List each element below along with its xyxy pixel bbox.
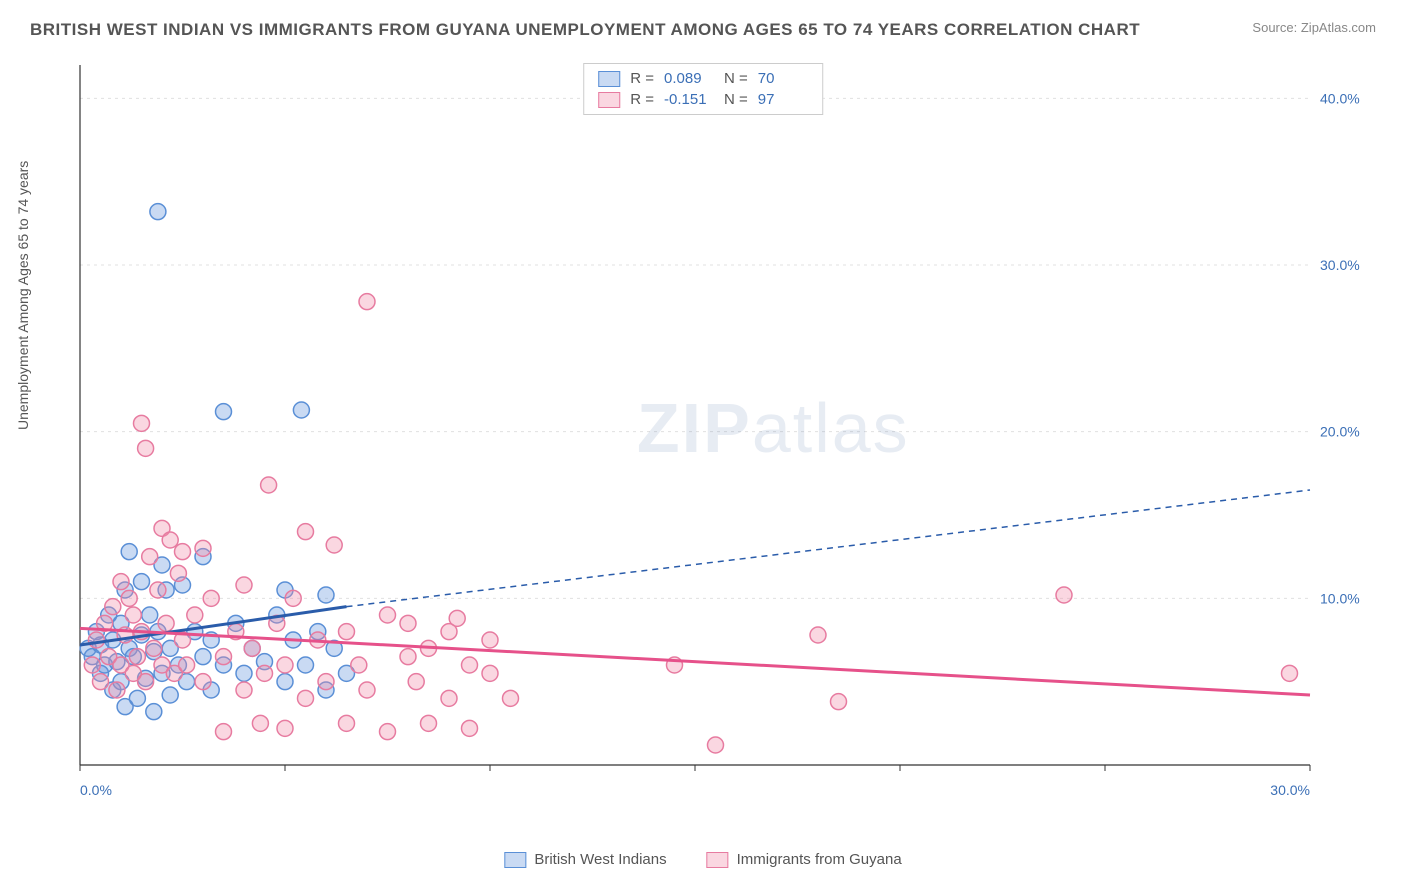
svg-text:20.0%: 20.0% <box>1320 424 1360 440</box>
series-legend: British West Indians Immigrants from Guya… <box>504 851 901 868</box>
legend-label: British West Indians <box>534 851 666 868</box>
chart-title: BRITISH WEST INDIAN VS IMMIGRANTS FROM G… <box>30 20 1140 40</box>
legend-swatch <box>598 71 620 87</box>
legend-item: British West Indians <box>504 851 666 868</box>
legend-swatch <box>707 852 729 868</box>
r-label: R = <box>630 70 654 87</box>
svg-text:0.0%: 0.0% <box>80 782 112 798</box>
svg-text:10.0%: 10.0% <box>1320 590 1360 606</box>
legend-swatch <box>598 92 620 108</box>
n-value: 70 <box>758 70 808 87</box>
legend-swatch <box>504 852 526 868</box>
n-label: N = <box>724 70 748 87</box>
source-attribution: Source: ZipAtlas.com <box>1252 20 1376 35</box>
stats-row: R = -0.151 N = 97 <box>598 89 808 110</box>
svg-text:30.0%: 30.0% <box>1320 257 1360 273</box>
correlation-stats-legend: R = 0.089 N = 70 R = -0.151 N = 97 <box>583 63 823 115</box>
n-label: N = <box>724 91 748 108</box>
stats-row: R = 0.089 N = 70 <box>598 68 808 89</box>
r-value: 0.089 <box>664 70 714 87</box>
y-axis-label: Unemployment Among Ages 65 to 74 years <box>15 161 31 430</box>
svg-text:40.0%: 40.0% <box>1320 90 1360 106</box>
r-value: -0.151 <box>664 91 714 108</box>
r-label: R = <box>630 91 654 108</box>
legend-label: Immigrants from Guyana <box>737 851 902 868</box>
legend-item: Immigrants from Guyana <box>707 851 902 868</box>
source-link[interactable]: ZipAtlas.com <box>1301 20 1376 35</box>
svg-text:30.0%: 30.0% <box>1270 782 1310 798</box>
scatter-chart: 10.0% 20.0% 30.0% 40.0% 0.0% 30.0% <box>60 55 1380 825</box>
n-value: 97 <box>758 91 808 108</box>
